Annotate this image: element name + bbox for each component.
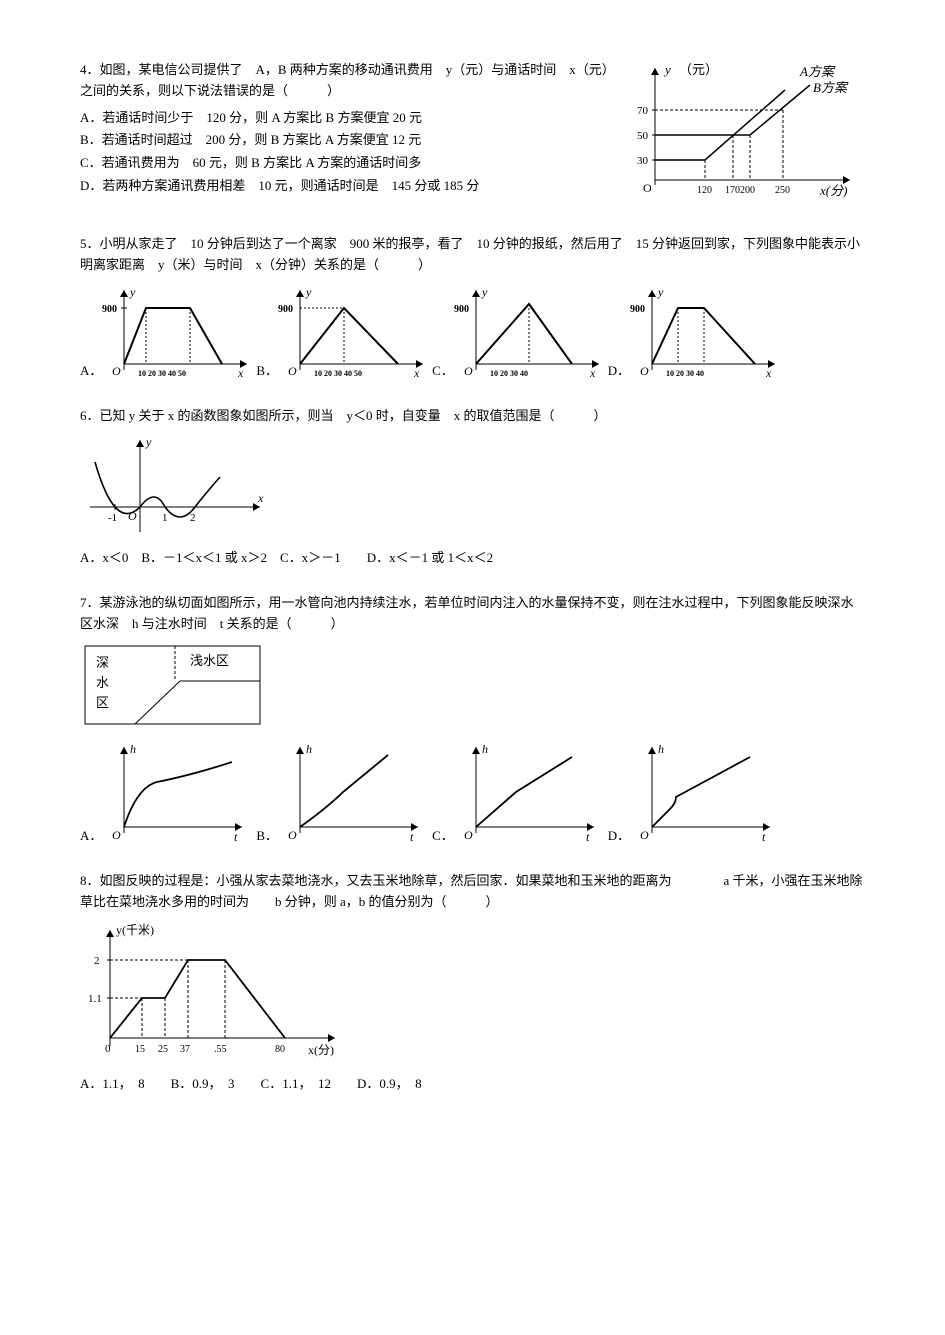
svg-text:O: O	[112, 364, 121, 378]
svg-text:.55: .55	[214, 1044, 227, 1055]
q5-prompt: 5．小明从家走了 10 分钟后到达了一个离家 900 米的报亭，看了 10 分钟…	[80, 234, 865, 276]
svg-text:x: x	[237, 366, 244, 380]
svg-text:250: 250	[775, 185, 790, 196]
q7-pool: 深 水 区 浅水区	[80, 641, 270, 731]
question-7: 7．某游泳池的纵切面如图所示，用一水管向池内持续注水，若单位时间内注入的水量保持…	[80, 593, 865, 847]
svg-text:t: t	[234, 830, 238, 844]
svg-text:y: y	[481, 285, 488, 299]
svg-text:浅水区: 浅水区	[190, 653, 229, 668]
q5-choice-D: D． O y x 900 10 20 30 40	[608, 282, 780, 382]
svg-text:t: t	[410, 830, 414, 844]
svg-text:120: 120	[697, 185, 712, 196]
q5-label-B: B．	[256, 361, 278, 382]
svg-text:70: 70	[637, 105, 649, 117]
svg-text:区: 区	[96, 695, 109, 710]
svg-text:10 20 30 40: 10 20 30 40	[666, 369, 704, 378]
svg-text:0: 0	[105, 1043, 111, 1055]
svg-text:y: y	[129, 285, 136, 299]
svg-text:y: y	[657, 285, 664, 299]
svg-text:O: O	[643, 181, 652, 195]
svg-text:O: O	[640, 828, 649, 842]
q7-label-B: B．	[256, 826, 278, 847]
svg-text:10 20 30 40: 10 20 30 40	[490, 369, 528, 378]
svg-text:t: t	[586, 830, 590, 844]
q5-label-C: C．	[432, 361, 454, 382]
svg-text:t: t	[762, 830, 766, 844]
svg-text:（元）: （元）	[679, 62, 718, 77]
q5-label-A: A．	[80, 361, 102, 382]
svg-text:y: y	[145, 435, 152, 449]
question-4: O y （元） 30 50 70 120 170 200 250 x(分)	[80, 60, 865, 210]
svg-text:x: x	[413, 366, 420, 380]
svg-text:900: 900	[454, 304, 469, 315]
svg-text:170: 170	[725, 185, 740, 196]
svg-text:x: x	[589, 366, 596, 380]
svg-text:h: h	[130, 742, 136, 756]
svg-text:2: 2	[94, 955, 100, 967]
q7-label-D: D．	[608, 826, 630, 847]
svg-text:200: 200	[740, 185, 755, 196]
svg-text:25: 25	[158, 1044, 168, 1055]
svg-text:O: O	[288, 364, 297, 378]
q7-choice-B: B． O h t	[256, 737, 428, 847]
svg-text:h: h	[658, 742, 664, 756]
svg-text:1.1: 1.1	[88, 993, 102, 1005]
svg-text:80: 80	[275, 1044, 285, 1055]
svg-text:O: O	[464, 364, 473, 378]
svg-text:37: 37	[180, 1044, 190, 1055]
svg-text:x: x	[765, 366, 772, 380]
svg-text:2: 2	[190, 512, 196, 524]
svg-text:深: 深	[96, 655, 109, 670]
svg-text:A方案: A方案	[799, 64, 836, 79]
svg-text:x(分): x(分)	[308, 1043, 334, 1057]
q5-label-D: D．	[608, 361, 630, 382]
svg-text:水: 水	[96, 675, 109, 690]
svg-text:y: y	[305, 285, 312, 299]
svg-text:O: O	[464, 828, 473, 842]
q7-choice-C: C． O h t	[432, 737, 604, 847]
svg-text:30: 30	[637, 155, 649, 167]
q7-label-A: A．	[80, 826, 102, 847]
svg-text:O: O	[288, 828, 297, 842]
svg-text:10 20 30 40 50: 10 20 30 40 50	[314, 369, 362, 378]
q7-label-C: C．	[432, 826, 454, 847]
question-6: 6．已知 y 关于 x 的函数图象如图所示，则当 y＜0 时，自变量 x 的取值…	[80, 406, 865, 570]
svg-text:O: O	[112, 828, 121, 842]
svg-text:10 20 30 40 50: 10 20 30 40 50	[138, 369, 186, 378]
svg-text:x(分): x(分)	[819, 183, 847, 198]
svg-text:y(千米): y(千米)	[116, 923, 154, 937]
q6-answers: A．x＜0 B．－1＜x＜1 或 x＞2 C．x＞－1 D．x＜－1 或 1＜x…	[80, 548, 865, 569]
q8-answers: A．1.1， 8 B．0.9， 3 C．1.1， 12 D．0.9， 8	[80, 1074, 865, 1095]
svg-text:900: 900	[630, 304, 645, 315]
svg-text:900: 900	[102, 304, 117, 315]
svg-text:y: y	[663, 62, 671, 77]
svg-text:B方案: B方案	[813, 80, 849, 95]
question-8: 8．如图反映的过程是：小强从家去菜地浇水，又去玉米地除草，然后回家．如果菜地和玉…	[80, 871, 865, 1095]
svg-text:1: 1	[162, 512, 168, 524]
svg-text:900: 900	[278, 304, 293, 315]
q5-choice-C: C． O y x 900 10 20 30 40	[432, 282, 604, 382]
q5-choice-A: A． O y x 900 10 20 30 40 50	[80, 282, 252, 382]
q7-prompt: 7．某游泳池的纵切面如图所示，用一水管向池内持续注水，若单位时间内注入的水量保持…	[80, 593, 865, 635]
q7-choice-D: D． O h t	[608, 737, 780, 847]
q5-choice-B: B． O y x 900 10 20 30 40 50	[256, 282, 428, 382]
q7-choice-A: A． O h t	[80, 737, 252, 847]
q6-prompt: 6．已知 y 关于 x 的函数图象如图所示，则当 y＜0 时，自变量 x 的取值…	[80, 406, 865, 427]
q8-prompt: 8．如图反映的过程是：小强从家去菜地浇水，又去玉米地除草，然后回家．如果菜地和玉…	[80, 871, 865, 913]
question-5: 5．小明从家走了 10 分钟后到达了一个离家 900 米的报亭，看了 10 分钟…	[80, 234, 865, 382]
q4-chart: O y （元） 30 50 70 120 170 200 250 x(分)	[635, 60, 865, 210]
svg-text:h: h	[482, 742, 488, 756]
svg-text:15: 15	[135, 1044, 145, 1055]
svg-text:-1: -1	[108, 512, 117, 524]
svg-text:50: 50	[637, 130, 649, 142]
svg-text:x: x	[257, 491, 264, 505]
q8-chart: y(千米) x(分) 2 1.1 0 15 25 37 .55 80	[80, 918, 350, 1068]
svg-text:h: h	[306, 742, 312, 756]
q6-chart: O y x -1 1 2	[80, 432, 270, 542]
svg-text:O: O	[640, 364, 649, 378]
